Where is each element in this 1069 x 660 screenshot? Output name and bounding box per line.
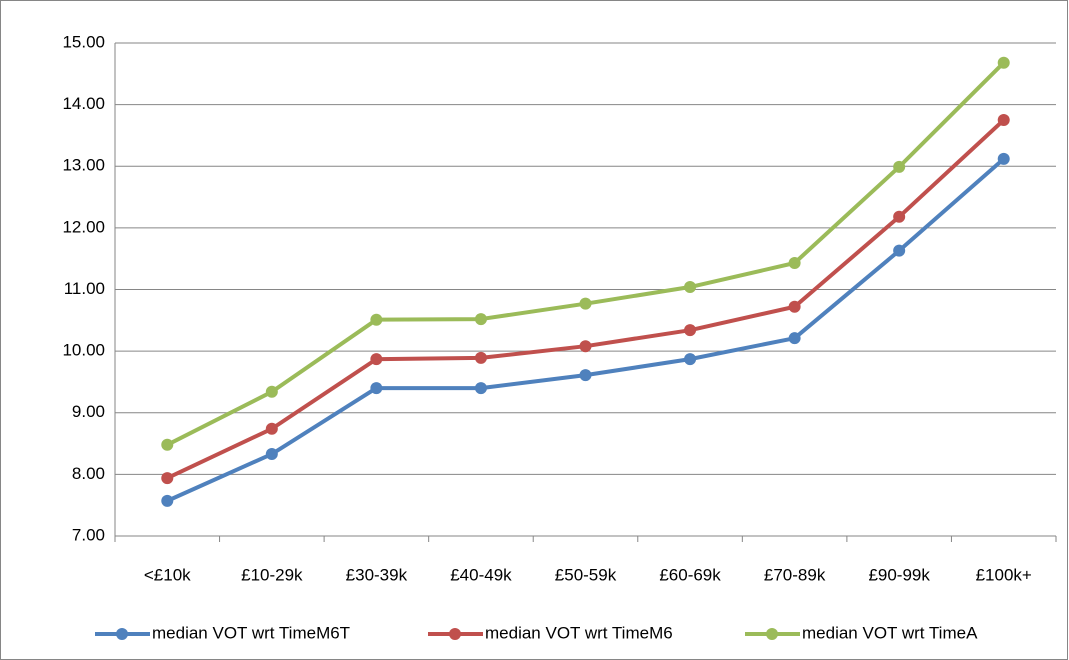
point: [579, 340, 592, 353]
point: [788, 300, 801, 313]
x-tick-label: £50-59k: [555, 565, 617, 584]
x-tick-label: £60-69k: [659, 565, 721, 584]
y-tick-label: 15.00: [62, 32, 105, 51]
legend-label: median VOT wrt TimeA: [802, 623, 978, 642]
point: [997, 152, 1010, 165]
legend-label: median VOT wrt TimeM6T: [152, 623, 350, 642]
point: [997, 56, 1010, 69]
y-tick-label: 8.00: [72, 464, 105, 483]
point: [997, 114, 1010, 127]
x-tick-label: £30-39k: [346, 565, 408, 584]
point: [474, 313, 487, 326]
point: [893, 244, 906, 257]
x-tick-label: £40-49k: [450, 565, 512, 584]
x-tick-label: £90-99k: [868, 565, 930, 584]
point: [265, 448, 278, 461]
y-tick-label: 10.00: [62, 341, 105, 360]
y-tick-label: 14.00: [62, 94, 105, 113]
point: [370, 382, 383, 395]
legend-marker: [116, 628, 128, 640]
point: [161, 494, 174, 507]
x-tick-label: £70-89k: [764, 565, 826, 584]
y-tick-label: 9.00: [72, 402, 105, 421]
point: [893, 160, 906, 173]
point: [370, 353, 383, 366]
x-tick-label: £100k+: [976, 565, 1032, 584]
point: [893, 210, 906, 223]
point: [161, 472, 174, 485]
y-tick-label: 7.00: [72, 525, 105, 544]
point: [788, 332, 801, 345]
y-tick-label: 13.00: [62, 156, 105, 175]
point: [161, 438, 174, 451]
point: [579, 369, 592, 382]
point: [788, 257, 801, 270]
point: [474, 382, 487, 395]
point: [684, 353, 697, 366]
x-tick-label: £10-29k: [241, 565, 303, 584]
y-tick-label: 12.00: [62, 217, 105, 236]
point: [370, 313, 383, 326]
point: [684, 281, 697, 294]
point: [684, 324, 697, 337]
legend-label: median VOT wrt TimeM6: [485, 623, 673, 642]
point: [265, 385, 278, 398]
point: [265, 422, 278, 435]
point: [474, 351, 487, 364]
legend-marker: [766, 628, 778, 640]
y-tick-label: 11.00: [64, 279, 105, 298]
legend-marker: [449, 628, 461, 640]
point: [579, 297, 592, 310]
x-tick-label: <£10k: [144, 565, 191, 584]
